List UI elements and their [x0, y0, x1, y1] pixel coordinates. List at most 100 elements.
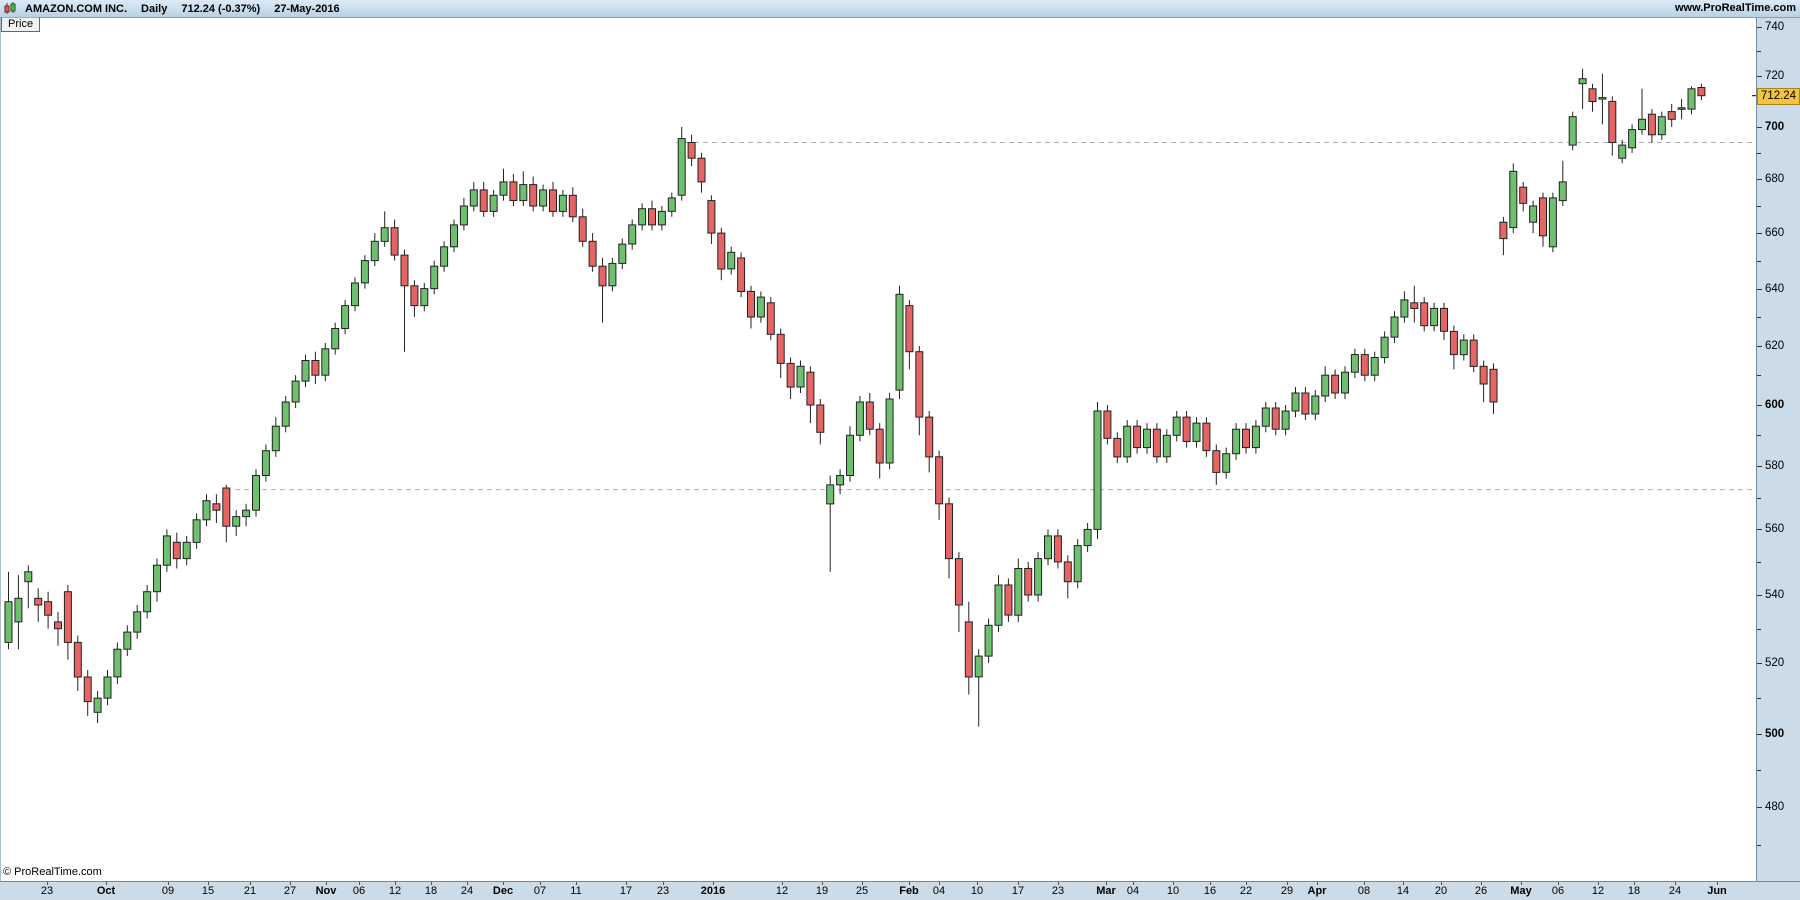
y-axis-tick — [1757, 127, 1762, 128]
y-axis-tick — [1757, 76, 1762, 78]
price-tab[interactable]: Price — [1, 17, 41, 32]
candle — [1341, 366, 1349, 399]
candle — [34, 588, 43, 622]
x-axis-tick — [862, 882, 863, 885]
candle — [281, 396, 290, 433]
x-axis-tick — [1106, 882, 1107, 885]
x-axis-tick — [782, 882, 783, 885]
x-axis-tick — [467, 882, 468, 885]
candle — [1667, 104, 1676, 127]
candle — [529, 176, 538, 212]
candle — [1123, 420, 1132, 463]
x-axis-label: 17 — [619, 885, 633, 897]
candle — [1192, 417, 1201, 448]
x-axis-tick — [663, 882, 664, 885]
candle — [806, 366, 815, 424]
candle — [1539, 192, 1547, 247]
candle — [509, 174, 518, 206]
candle — [63, 585, 72, 660]
candle — [875, 423, 884, 479]
candle — [1410, 285, 1419, 323]
x-axis-tick — [822, 882, 823, 885]
candle — [707, 195, 716, 245]
candle — [1548, 192, 1557, 253]
x-axis-label: 07 — [533, 885, 547, 897]
x-axis-tick — [1558, 882, 1559, 885]
y-axis-label: 700 — [1765, 121, 1785, 133]
y-axis-tick — [1757, 26, 1762, 28]
x-axis-label: 12 — [775, 885, 789, 897]
candle — [1350, 348, 1359, 379]
x-axis-label: 26 — [1474, 885, 1488, 897]
x-axis-label: 29 — [1280, 885, 1294, 897]
price-axis-panel[interactable]: 480 500 520 540 560 580 600 620 640 660 680 700 720 7… — [1756, 17, 1800, 881]
x-axis-label: 2016 — [700, 885, 726, 897]
x-axis-label: Apr — [1307, 885, 1327, 897]
candle — [588, 233, 597, 272]
candle — [984, 618, 993, 664]
x-axis-tick — [1675, 882, 1676, 885]
candle — [747, 285, 755, 329]
candle — [410, 280, 419, 317]
candle — [1568, 111, 1577, 151]
candle — [1469, 334, 1478, 373]
candle — [677, 127, 686, 201]
y-axis-label: 520 — [1765, 657, 1785, 670]
candle — [1271, 402, 1280, 436]
x-axis-tick — [1246, 882, 1247, 885]
x-axis-label: 27 — [283, 885, 297, 897]
candle — [1093, 402, 1102, 540]
x-axis-tick — [503, 882, 504, 885]
y-axis-label: 600 — [1765, 399, 1785, 411]
candle — [341, 299, 350, 335]
candle — [1321, 366, 1330, 402]
instrument-name: AMAZON.COM INC. — [25, 2, 128, 15]
candle — [133, 605, 142, 639]
candle — [1400, 291, 1409, 323]
y-axis-tick — [1757, 317, 1761, 318]
candle — [687, 134, 696, 167]
y-axis-label: 720 — [1765, 70, 1785, 83]
y-axis-tick — [1757, 698, 1761, 700]
candle — [885, 393, 894, 470]
candle — [420, 283, 429, 312]
y-axis-tick — [1757, 435, 1761, 437]
x-axis-label: 23 — [656, 885, 670, 897]
candle — [1588, 83, 1597, 112]
candle — [618, 238, 627, 269]
y-axis-tick — [1757, 345, 1762, 347]
y-axis-tick — [1757, 260, 1761, 262]
candle — [1172, 411, 1181, 442]
candle — [24, 565, 33, 609]
candle — [360, 255, 369, 289]
candle — [1598, 73, 1607, 125]
candle — [73, 635, 82, 691]
x-axis-label: 17 — [1011, 885, 1025, 897]
candle — [1440, 302, 1448, 341]
candle — [1657, 111, 1666, 140]
candle — [578, 208, 587, 247]
candle — [667, 192, 676, 217]
y-axis-tick — [1757, 233, 1762, 235]
candle — [1697, 83, 1706, 101]
y-axis-label: 620 — [1765, 339, 1785, 352]
x-axis-tick — [909, 882, 910, 885]
candle — [1687, 86, 1696, 115]
candle — [459, 197, 468, 231]
x-axis-label: Mar — [1096, 885, 1116, 897]
candle — [796, 360, 805, 393]
candle — [1232, 423, 1241, 460]
candle — [103, 670, 112, 706]
x-axis-label: May — [1510, 885, 1532, 897]
candle — [1618, 139, 1627, 164]
candle — [252, 469, 260, 517]
candle — [440, 241, 449, 272]
x-axis-tick — [1287, 882, 1288, 885]
date-axis-panel[interactable]: 23 Oct 09 15 21 27 Nov 06 12 18 24 Dec 07 11 17 23 2016 1… — [0, 881, 1800, 900]
candle — [83, 670, 92, 716]
candle — [1390, 311, 1399, 343]
candle — [539, 184, 548, 212]
candle — [776, 328, 785, 379]
candle — [1459, 334, 1468, 361]
